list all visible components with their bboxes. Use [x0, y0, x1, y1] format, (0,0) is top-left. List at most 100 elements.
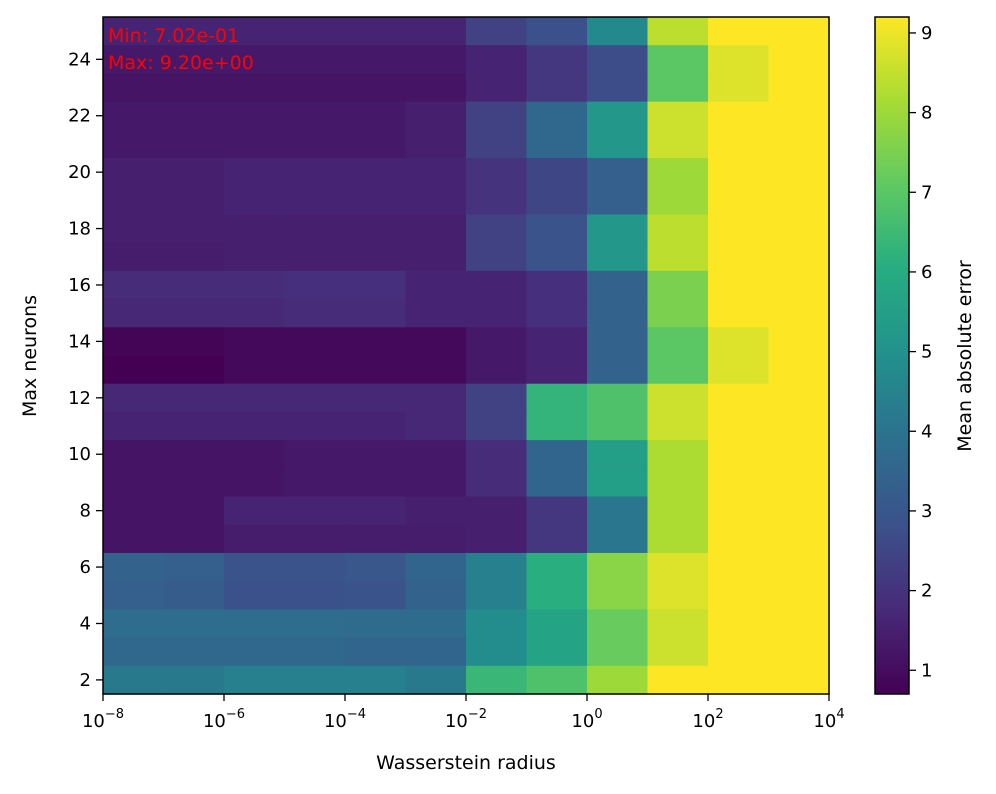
- heatmap-cell: [345, 158, 407, 187]
- heatmap-cell: [466, 496, 528, 526]
- heatmap-cell: [587, 158, 649, 187]
- heatmap-cell: [345, 101, 407, 131]
- heatmap-cell: [768, 101, 830, 131]
- heatmap-cell: [405, 411, 467, 441]
- heatmap-cell: [103, 552, 165, 582]
- heatmap-cell: [224, 270, 286, 300]
- heatmap-cell: [103, 383, 165, 413]
- heatmap-cell: [163, 496, 225, 526]
- heatmap-cell: [647, 186, 709, 216]
- y-tick-label: 22: [68, 106, 91, 127]
- heatmap-cell: [224, 242, 286, 272]
- heatmap-cell: [647, 101, 709, 131]
- heatmap-cell: [405, 101, 467, 131]
- heatmap-cell: [526, 214, 588, 244]
- heatmap-cell: [224, 158, 286, 187]
- heatmap-cell: [284, 355, 346, 385]
- heatmap-cell: [466, 158, 528, 187]
- heatmap-cells: [103, 17, 830, 695]
- heatmap-cell: [103, 186, 165, 216]
- heatmap-cell: [647, 214, 709, 244]
- heatmap-cell: [163, 411, 225, 441]
- heatmap-cell: [647, 327, 709, 357]
- heatmap-cell: [284, 299, 346, 328]
- heatmap-cell: [768, 609, 830, 639]
- heatmap-cell: [284, 524, 346, 554]
- heatmap-cell: [345, 411, 407, 441]
- heatmap-cell: [768, 552, 830, 582]
- heatmap-cell: [708, 468, 770, 498]
- heatmap-cell: [587, 101, 649, 131]
- heatmap-cell: [405, 665, 467, 695]
- colorbar-tick-label: 4: [921, 421, 932, 442]
- heatmap-cell: [345, 299, 407, 328]
- heatmap-cell: [405, 637, 467, 667]
- heatmap-cell: [163, 637, 225, 667]
- heatmap-cell: [647, 524, 709, 554]
- heatmap-cell: [587, 411, 649, 441]
- heatmap-cell: [647, 468, 709, 498]
- heatmap-cell: [163, 552, 225, 582]
- heatmap-cell: [708, 73, 770, 103]
- heatmap-cell: [647, 665, 709, 695]
- colorbar-tick-label: 2: [921, 581, 932, 602]
- heatmap-cell: [526, 17, 588, 46]
- heatmap-cell: [587, 270, 649, 300]
- heatmap-cell: [768, 17, 830, 46]
- y-tick-label: 8: [80, 501, 91, 522]
- heatmap-cell: [163, 665, 225, 695]
- heatmap-cell: [768, 355, 830, 385]
- heatmap-cell: [526, 468, 588, 498]
- heatmap-cell: [405, 45, 467, 75]
- heatmap-cell: [526, 581, 588, 610]
- heatmap-cell: [103, 299, 165, 328]
- heatmap-cell: [466, 383, 528, 413]
- min-annotation: Min: 7.02e-01: [108, 25, 239, 47]
- colorbar-tick-label: 9: [921, 23, 932, 44]
- heatmap-cell: [224, 327, 286, 357]
- heatmap-cell: [163, 355, 225, 385]
- heatmap-cell: [405, 242, 467, 272]
- heatmap-cell: [405, 158, 467, 187]
- heatmap-cell: [526, 383, 588, 413]
- heatmap-cell: [284, 242, 346, 272]
- heatmap-cell: [526, 186, 588, 216]
- heatmap-cell: [284, 581, 346, 610]
- heatmap-cell: [345, 17, 407, 46]
- heatmap-cell: [224, 496, 286, 526]
- heatmap-cell: [708, 129, 770, 159]
- heatmap-cell: [587, 242, 649, 272]
- heatmap-cell: [768, 242, 830, 272]
- heatmap-cell: [103, 214, 165, 244]
- heatmap-cell: [708, 524, 770, 554]
- heatmap-cell: [103, 73, 165, 103]
- heatmap-cell: [708, 214, 770, 244]
- heatmap-cell: [103, 581, 165, 610]
- heatmap-cell: [768, 637, 830, 667]
- heatmap-cell: [587, 383, 649, 413]
- y-tick-label: 4: [80, 613, 91, 634]
- heatmap-cell: [284, 158, 346, 187]
- heatmap-cell: [345, 73, 407, 103]
- heatmap-cell: [284, 270, 346, 300]
- x-tick-label: 104: [813, 707, 844, 732]
- heatmap-cell: [284, 327, 346, 357]
- heatmap-cell: [708, 496, 770, 526]
- heatmap-cell: [466, 552, 528, 582]
- heatmap-cell: [345, 383, 407, 413]
- heatmap-cell: [405, 440, 467, 469]
- heatmap-cell: [163, 581, 225, 610]
- heatmap-cell: [647, 552, 709, 582]
- heatmap-cell: [345, 45, 407, 75]
- heatmap-cell: [284, 609, 346, 639]
- heatmap-cell: [708, 327, 770, 357]
- heatmap-cell: [466, 129, 528, 159]
- heatmap-cell: [405, 214, 467, 244]
- heatmap-cell: [103, 327, 165, 357]
- heatmap-cell: [224, 17, 286, 46]
- heatmap-cell: [768, 327, 830, 357]
- heatmap-cell: [284, 73, 346, 103]
- y-tick-label: 12: [68, 388, 91, 409]
- heatmap-cell: [526, 242, 588, 272]
- heatmap-cell: [708, 411, 770, 441]
